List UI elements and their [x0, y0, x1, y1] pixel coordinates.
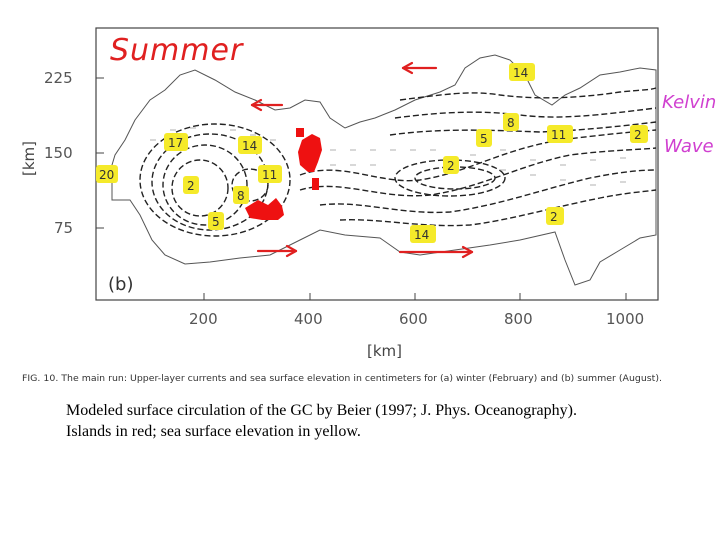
arrow-upper-left — [250, 98, 284, 112]
svg-text:17: 17 — [168, 136, 183, 150]
y-tick-label: 225 — [44, 69, 73, 87]
svg-text:11: 11 — [262, 168, 277, 182]
elevation-label: 11 — [258, 165, 282, 183]
elevation-label: 14 — [509, 63, 535, 81]
svg-text:11: 11 — [551, 128, 566, 142]
y-tick-label: 75 — [54, 219, 73, 237]
arrow-top-right-left — [401, 61, 438, 75]
svg-text:20: 20 — [99, 168, 114, 182]
elevation-label: 17 — [164, 133, 188, 151]
x-tick-label: 400 — [294, 310, 323, 328]
vector-field — [150, 127, 626, 186]
x-tick-label: 600 — [399, 310, 428, 328]
caption-line-1: Modeled surface circulation of the GC by… — [66, 402, 577, 419]
elevation-label: 2 — [630, 125, 648, 143]
elevation-label: 2 — [443, 156, 459, 174]
slide-caption: Modeled surface circulation of the GC by… — [66, 400, 706, 442]
y-axis — [96, 77, 104, 229]
y-tick-label: 150 — [44, 144, 73, 162]
svg-text:2: 2 — [187, 179, 195, 193]
elevation-labels: 20 17 14 2 8 11 5 14 5 2 8 11 2 2 14 — [96, 63, 648, 243]
wave-label: Wave — [664, 136, 714, 157]
svg-text:2: 2 — [550, 210, 558, 224]
x-tick-label: 200 — [189, 310, 218, 328]
plot-frame — [95, 27, 659, 301]
elevation-label: 5 — [208, 212, 224, 230]
elevation-label: 2 — [183, 176, 199, 194]
svg-text:5: 5 — [212, 215, 220, 229]
svg-text:8: 8 — [507, 116, 515, 130]
svg-text:14: 14 — [513, 66, 528, 80]
elevation-label: 8 — [233, 186, 249, 204]
svg-text:5: 5 — [480, 132, 488, 146]
streamlines — [139, 87, 657, 237]
handwritten-title: Summer — [110, 33, 244, 68]
elevation-label: 8 — [503, 113, 519, 131]
circulation-figure: 20 17 14 2 8 11 5 14 5 2 8 11 2 2 14 Sum… — [20, 27, 716, 384]
elevation-label: 14 — [410, 225, 436, 243]
y-axis-label: [km] — [20, 141, 38, 176]
figure-caption: FIG. 10. The main run: Upper-layer curre… — [22, 374, 662, 384]
x-tick-label: 1000 — [606, 310, 644, 328]
elevation-label: 14 — [238, 136, 262, 154]
islands — [245, 128, 322, 220]
elevation-label: 5 — [476, 129, 492, 147]
svg-text:8: 8 — [237, 189, 245, 203]
x-axis — [203, 293, 627, 300]
x-tick-label: 800 — [504, 310, 533, 328]
island-islet-1 — [296, 128, 304, 137]
kelvin-label: Kelvin — [662, 92, 716, 113]
caption-line-2: Islands in red; sea surface elevation in… — [66, 423, 361, 440]
arrow-bottom-right — [398, 245, 474, 259]
island-large — [298, 134, 322, 172]
svg-text:14: 14 — [242, 139, 257, 153]
flow-arrows — [250, 61, 474, 259]
elevation-label: 20 — [96, 165, 118, 183]
arrow-bottom-left-right — [256, 244, 298, 258]
svg-text:2: 2 — [447, 159, 455, 173]
elevation-label: 11 — [547, 125, 573, 143]
svg-text:2: 2 — [634, 128, 642, 142]
elevation-label: 2 — [546, 207, 564, 225]
panel-label: (b) — [108, 274, 133, 295]
island-group — [245, 198, 284, 220]
island-small-1 — [312, 178, 319, 190]
domain-outline — [111, 54, 657, 286]
x-axis-label: [km] — [367, 342, 402, 360]
svg-text:14: 14 — [414, 228, 429, 242]
